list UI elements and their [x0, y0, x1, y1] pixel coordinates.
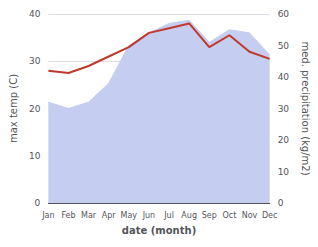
svg-text:Jun: Jun	[142, 211, 156, 220]
svg-text:60: 60	[278, 9, 290, 19]
svg-text:Dec: Dec	[262, 211, 277, 220]
svg-text:20: 20	[29, 104, 41, 114]
svg-text:50: 50	[278, 41, 290, 51]
svg-text:40: 40	[29, 9, 41, 19]
svg-text:max temp (C): max temp (C)	[8, 74, 19, 143]
svg-text:Feb: Feb	[61, 211, 75, 220]
svg-text:30: 30	[278, 104, 290, 114]
svg-text:Jan: Jan	[41, 211, 54, 220]
svg-text:Oct: Oct	[222, 211, 236, 220]
svg-text:Mar: Mar	[81, 211, 97, 220]
svg-text:Aug: Aug	[181, 211, 197, 220]
svg-text:10: 10	[278, 167, 290, 177]
svg-text:40: 40	[278, 72, 290, 82]
svg-text:0: 0	[278, 198, 284, 208]
svg-text:date (month): date (month)	[122, 225, 196, 236]
svg-text:Apr: Apr	[102, 211, 117, 220]
svg-text:20: 20	[278, 135, 290, 145]
svg-text:10: 10	[29, 151, 41, 161]
svg-text:May: May	[121, 211, 138, 220]
svg-text:med. precipitation (kg/m2): med. precipitation (kg/m2)	[300, 41, 311, 175]
svg-text:30: 30	[29, 56, 41, 66]
svg-text:Nov: Nov	[242, 211, 258, 220]
svg-text:Jul: Jul	[163, 211, 174, 220]
svg-text:0: 0	[35, 198, 41, 208]
svg-text:Sep: Sep	[202, 211, 217, 220]
